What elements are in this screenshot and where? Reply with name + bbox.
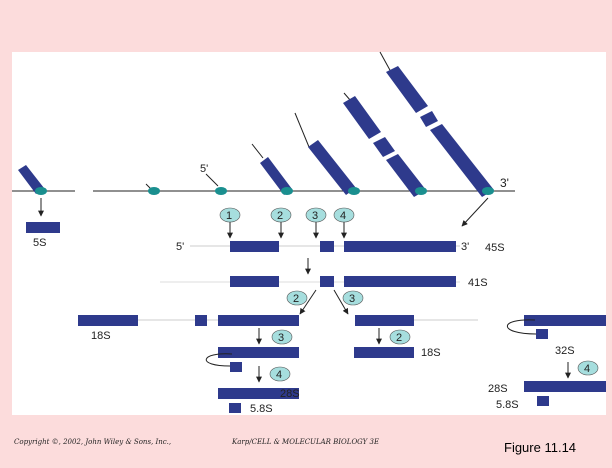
polymerase [281,187,293,195]
three-prime-precursor-label: 3' [461,241,469,253]
step-4-left-badge [269,366,291,382]
label-5s: 5S [33,237,46,249]
label-45s: 45S [485,242,505,254]
step-2-split-label: 2 [293,293,299,305]
polymerase [35,187,47,195]
label-right-18s: 18S [421,347,441,359]
step-2-right-label: 2 [396,332,402,344]
nascent-transcript-2 [260,157,292,195]
label-mid-28s: 28S [280,388,300,400]
five-prime-gene-label: 5' [200,163,208,175]
step-2-right-badge [389,329,411,345]
nascent-transcript-4c [386,154,426,197]
nascent-transcript-5c [430,124,494,197]
step-4-left-label: 4 [276,369,282,381]
mid-mature-rnas: 28S 5.8S [218,388,300,415]
nascent-5s-transcript [18,165,44,194]
rna-5s-bar [26,222,60,233]
label-right-5-8s: 5.8S [496,399,519,411]
figure-label: Figure 11.14 [504,440,577,455]
label-right-28s: 28S [488,383,508,395]
nascent-transcript-5b [420,111,438,127]
copyright-text: Copyright ©, 2002, John Wiley & Sons, In… [14,438,172,446]
step-2-label: 2 [277,210,283,222]
diagram-panel [12,52,606,415]
row-right-32s [355,315,478,326]
polymerase [215,187,227,195]
step-3-label: 3 [312,210,318,222]
nascent-transcripts [18,51,494,197]
step-4-right-badge [577,360,599,376]
label-32s: 32S [555,345,575,357]
step-3-split-label: 3 [349,293,355,305]
polymerase [482,187,494,195]
cleavage-steps: 1 2 3 4 [219,207,355,239]
step-3-left-label: 3 [278,332,284,344]
row-mid-28s-precursor [205,347,299,372]
polymerase [415,187,427,195]
five-prime-precursor-label: 5' [176,241,184,253]
right-mature-rnas: 28S 5.8S [488,381,606,411]
step-3-split-badge [342,290,364,306]
label-41s: 41S [468,277,488,289]
step-2-split-badge [286,290,308,306]
nascent-transcript-4a [343,96,381,139]
nascent-transcript-4b [373,137,395,157]
far-right-32s: 32S [506,315,606,357]
polymerase [148,187,160,195]
step-1-label: 1 [226,210,232,222]
book-credit: Karp/CELL & MOLECULAR BIOLOGY 3E [232,438,380,446]
three-prime-gene-label: 3' [500,176,509,190]
intermediate-41s: 41S [160,276,488,289]
nascent-transcript-3 [308,140,356,195]
label-mid-5-8s: 5.8S [250,403,273,415]
step-3-left-badge [271,329,293,345]
row-right-18s: 18S [354,347,441,359]
rna-polymerases [35,187,494,195]
precursor-45s: 5' 3' 45S [176,241,505,254]
row-left-18s: 18S [78,315,299,342]
label-left-18s: 18S [91,330,111,342]
step-4-label: 4 [340,210,346,222]
step-4-right-label: 4 [584,363,590,375]
polymerase [348,187,360,195]
nascent-transcript-5a [386,66,428,113]
